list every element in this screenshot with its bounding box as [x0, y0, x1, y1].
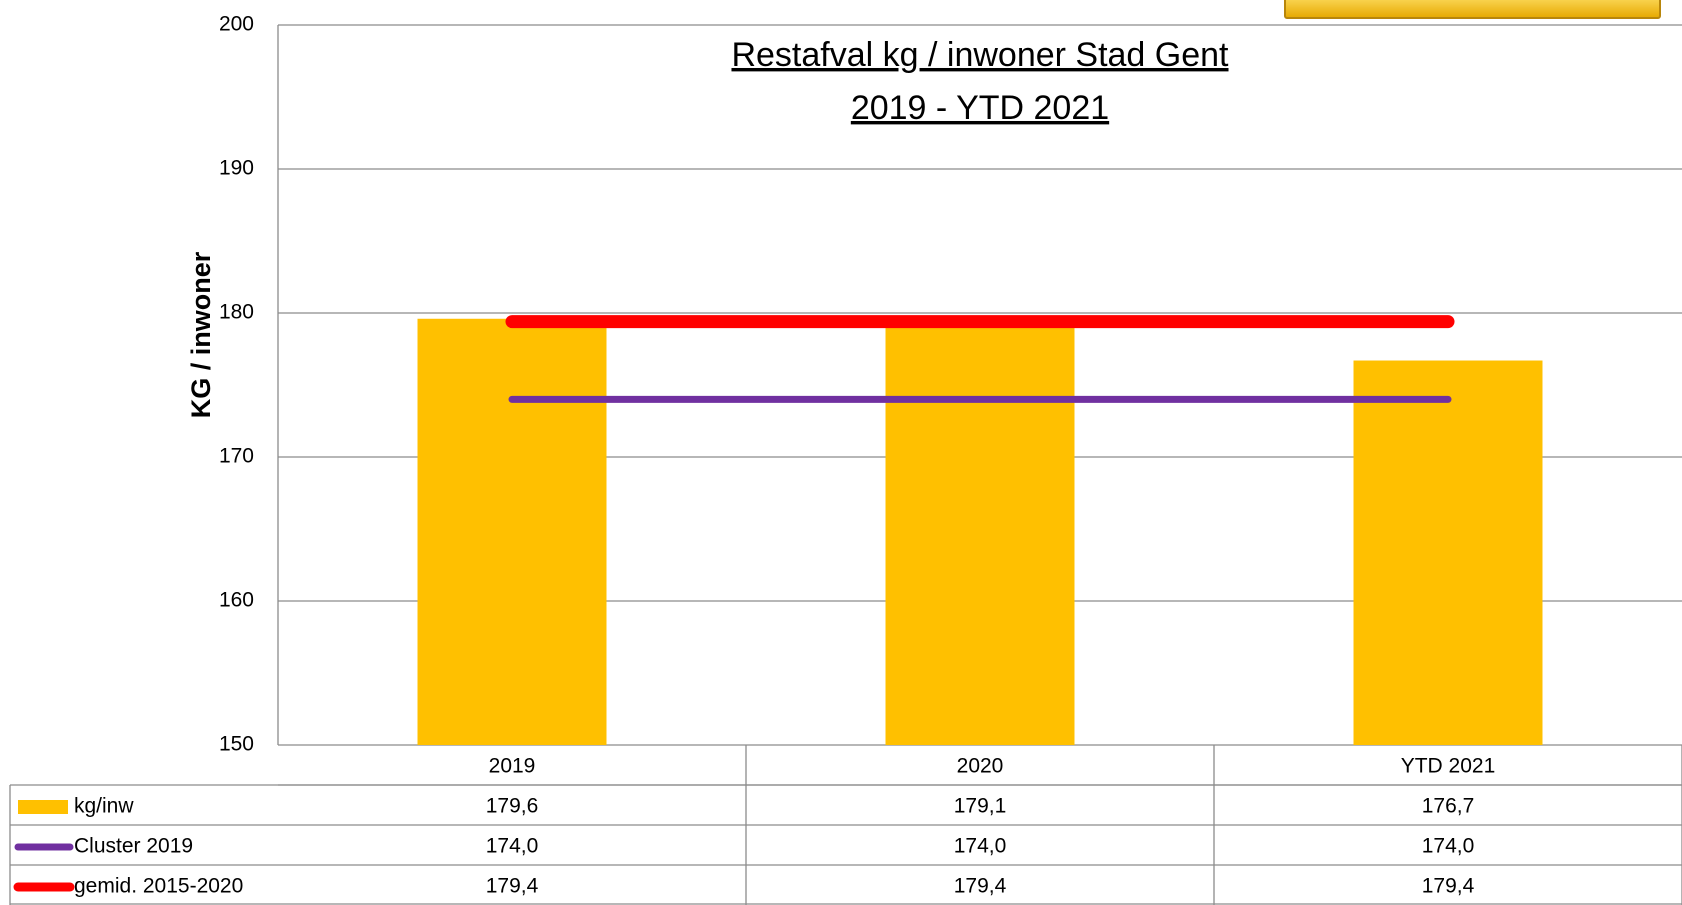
data-label: 179,4 [1422, 875, 1475, 898]
legend-label: gemid. 2015-2020 [74, 875, 243, 898]
y-tick-label: 190 [219, 157, 254, 180]
y-axis-label: KG / inwoner [186, 251, 216, 418]
x-tick-label: 2019 [489, 755, 536, 778]
chart-title: Restafval kg / inwoner Stad Gent [731, 36, 1229, 74]
x-tick-label: YTD 2021 [1401, 755, 1496, 778]
legend-label: kg/inw [74, 795, 134, 818]
button[interactable] [1284, 0, 1661, 19]
data-label: 179,4 [486, 875, 539, 898]
x-tick-label: 2020 [957, 755, 1004, 778]
bar [417, 318, 607, 745]
y-tick-label: 200 [219, 13, 254, 36]
legend-swatch [18, 800, 68, 814]
y-tick-label: 180 [219, 301, 254, 324]
y-tick-label: 170 [219, 445, 254, 468]
data-label: 174,0 [954, 835, 1007, 858]
data-label: 179,1 [954, 795, 1007, 818]
bar [1353, 360, 1543, 745]
data-label: 176,7 [1422, 795, 1475, 818]
data-label: 174,0 [486, 835, 539, 858]
data-label: 179,6 [486, 795, 539, 818]
data-label: 174,0 [1422, 835, 1475, 858]
data-label: 179,4 [954, 875, 1007, 898]
bar [885, 325, 1075, 745]
legend-label: Cluster 2019 [74, 835, 193, 858]
y-tick-label: 150 [219, 733, 254, 756]
y-tick-label: 160 [219, 589, 254, 612]
chart-subtitle: 2019 - YTD 2021 [851, 89, 1109, 127]
